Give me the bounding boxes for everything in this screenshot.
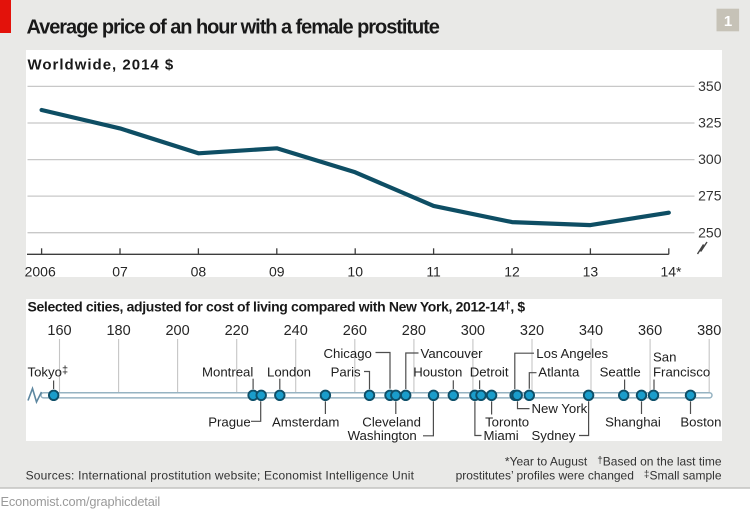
svg-text:*Year to August †Based on th: *Year to August †Based on the last time (505, 455, 722, 469)
svg-text:160: 160 (47, 323, 71, 339)
svg-text:Sydney: Sydney (532, 428, 576, 443)
svg-text:Miami: Miami (484, 428, 519, 443)
svg-text:180: 180 (106, 323, 130, 339)
svg-text:13: 13 (583, 264, 599, 280)
svg-text:Washington: Washington (348, 428, 417, 443)
svg-text:Detroit: Detroit (470, 365, 509, 380)
svg-text:240: 240 (284, 323, 308, 339)
svg-text:280: 280 (402, 323, 426, 339)
svg-text:350: 350 (698, 78, 722, 94)
svg-text:250: 250 (698, 224, 722, 240)
svg-text:Economist.com/graphicdetail: Economist.com/graphicdetail (1, 494, 161, 509)
svg-text:320: 320 (520, 323, 544, 339)
svg-text:Amsterdam: Amsterdam (272, 415, 339, 430)
svg-text:260: 260 (343, 323, 367, 339)
svg-text:200: 200 (165, 323, 189, 339)
svg-text:275: 275 (698, 188, 722, 204)
svg-text:London: London (267, 365, 311, 380)
svg-text:New York: New York (532, 401, 588, 416)
svg-text:Tokyo‡: Tokyo‡ (28, 365, 69, 380)
svg-text:1: 1 (724, 13, 732, 30)
svg-text:Francisco: Francisco (653, 365, 710, 380)
svg-text:07: 07 (112, 264, 128, 280)
svg-text:prostitutes’ profiles were cha: prostitutes’ profiles were changed ‡Smal… (456, 469, 722, 483)
svg-text:Chicago: Chicago (324, 346, 372, 361)
svg-text:14*: 14* (660, 264, 682, 280)
svg-text:Paris: Paris (331, 365, 361, 380)
svg-text:340: 340 (579, 323, 603, 339)
svg-text:Cleveland: Cleveland (362, 415, 421, 430)
svg-text:Seattle: Seattle (600, 365, 641, 380)
svg-text:12: 12 (504, 264, 520, 280)
svg-text:Sources: International prostit: Sources: International prostitution webs… (26, 469, 415, 483)
svg-text:Houston: Houston (413, 365, 462, 380)
svg-text:Toronto: Toronto (485, 415, 529, 430)
svg-text:Montreal: Montreal (202, 365, 253, 380)
svg-text:300: 300 (461, 323, 485, 339)
svg-text:Atlanta: Atlanta (538, 365, 580, 380)
svg-text:Worldwide, 2014 $: Worldwide, 2014 $ (28, 57, 175, 74)
svg-text:Selected cities, adjusted for: Selected cities, adjusted for cost of li… (28, 299, 526, 315)
svg-text:360: 360 (638, 323, 662, 339)
svg-text:08: 08 (191, 264, 207, 280)
svg-text:325: 325 (698, 115, 722, 131)
svg-text:Vancouver: Vancouver (421, 346, 484, 361)
svg-text:2006: 2006 (25, 264, 56, 280)
svg-text:Average price of an hour with: Average price of an hour with a female p… (27, 17, 440, 39)
svg-text:Shanghai: Shanghai (605, 415, 661, 430)
svg-text:09: 09 (269, 264, 285, 280)
svg-text:11: 11 (426, 264, 441, 280)
svg-text:Boston: Boston (680, 415, 721, 430)
svg-text:Prague: Prague (208, 415, 251, 430)
svg-text:300: 300 (698, 151, 722, 167)
svg-text:380: 380 (697, 323, 721, 339)
svg-text:220: 220 (225, 323, 249, 339)
svg-text:10: 10 (347, 264, 363, 280)
svg-text:Los Angeles: Los Angeles (536, 346, 608, 361)
svg-text:San: San (653, 350, 676, 365)
